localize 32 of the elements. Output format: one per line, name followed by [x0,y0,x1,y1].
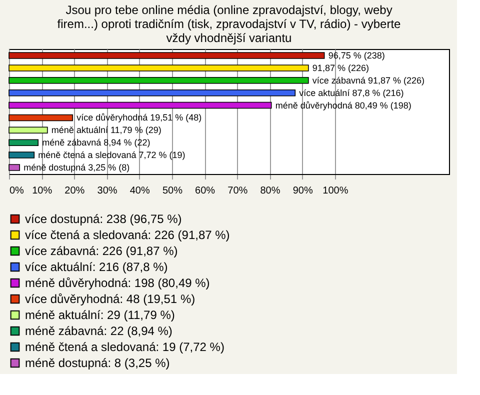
legend-label: méně zábavná: 22 (8,94 %) [25,324,172,338]
legend-label: méně čtená a sledovaná: 19 (7,72 %) [25,340,224,354]
legend-label: více aktuální: 216 (87,8 %) [25,260,168,274]
legend-label: více čtená a sledovaná: 226 (91,87 %) [25,228,230,242]
legend-label: méně aktuální: 29 (11,79 %) [25,308,175,322]
legend-label: více zábavná: 226 (91,87 %) [25,244,178,258]
legend-label: více dostupná: 238 (96,75 %) [25,212,182,226]
data-label: méně důvěryhodná 80,49 % (198) [275,100,412,110]
x-tick-label: 90% [292,186,313,196]
legend-label: méně dostupná: 8 (3,25 %) [25,356,170,370]
x-tick-label: 50% [162,186,183,196]
x-tick-label: 80% [260,186,280,196]
data-label: méně zábavná 8,94 % (22) [42,138,150,148]
x-tick-label: 0% [10,186,24,196]
x-tick-label: 10% [32,186,52,196]
data-label: 96,75 % (238) [328,50,385,61]
data-label: 91,87 % (226) [312,62,369,73]
x-tick-label: 40% [130,186,150,196]
data-label: méně čtená a sledovaná 7,72 % (19) [38,150,186,160]
x-tick-label: 60% [195,186,216,196]
x-tick-label: 20% [64,186,85,196]
data-label: více důvěryhodná 19,51 % (48) [76,112,202,123]
x-tick-label: 100% [322,186,348,196]
data-label: méně dostupná 3,25 % (8) [24,162,130,172]
chart-title: Jsou pro tebe online média (online zpravodajství, blogy, weby firem...) oproti tradičním (tisk, zpravodajství v TV, rádio) - vyberte vždy vhodnější variantu [57,3,402,45]
x-tick-label: 70% [228,186,248,196]
x-tick-label: 30% [97,186,118,196]
data-label: více aktuální 87,8 % (216) [299,88,404,98]
data-label: více zábavná 91,87 % (226) [312,75,425,86]
data-label: méně aktuální 11,79 % (29) [51,125,162,136]
legend-label: méně důvěryhodná: 198 (80,49 %) [25,276,210,290]
legend-label: více důvěryhodná: 48 (19,51 %) [25,292,196,306]
